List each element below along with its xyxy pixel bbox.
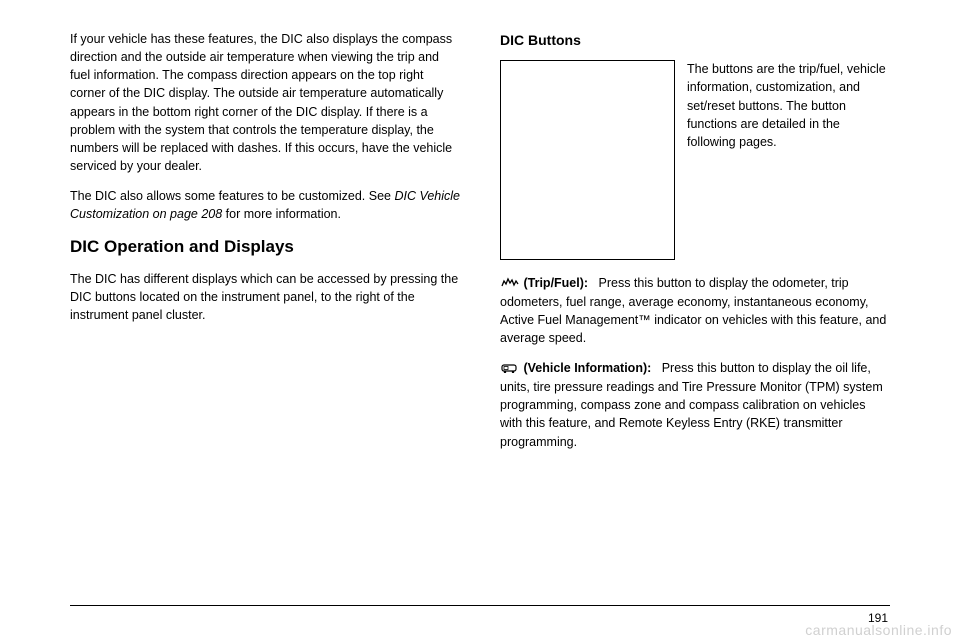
trip-fuel-label: (Trip/Fuel): [523, 276, 588, 290]
para-vehicle-info: (Vehicle Information): Press this button… [500, 359, 890, 450]
figure-placeholder [500, 60, 675, 260]
para-displays: The DIC has different displays which can… [70, 270, 460, 324]
figure-row: The buttons are the trip/fuel, vehicle i… [500, 60, 890, 260]
para-customize: The DIC also allows some features to be … [70, 187, 460, 223]
left-column: If your vehicle has these features, the … [70, 30, 460, 463]
heading-operation: DIC Operation and Displays [70, 235, 460, 260]
right-column: DIC Buttons The buttons are the trip/fue… [500, 30, 890, 463]
vehicle-info-icon [500, 360, 520, 378]
para-trip-fuel: (Trip/Fuel): Press this button to displa… [500, 274, 890, 347]
subheading-buttons: DIC Buttons [500, 30, 890, 50]
trip-fuel-icon [500, 275, 520, 293]
vehicle-info-label: (Vehicle Information): [523, 361, 651, 375]
watermark: carmanualsonline.info [805, 622, 952, 638]
para-features: If your vehicle has these features, the … [70, 30, 460, 175]
figure-caption: The buttons are the trip/fuel, vehicle i… [687, 60, 890, 260]
footer-divider [70, 605, 890, 606]
